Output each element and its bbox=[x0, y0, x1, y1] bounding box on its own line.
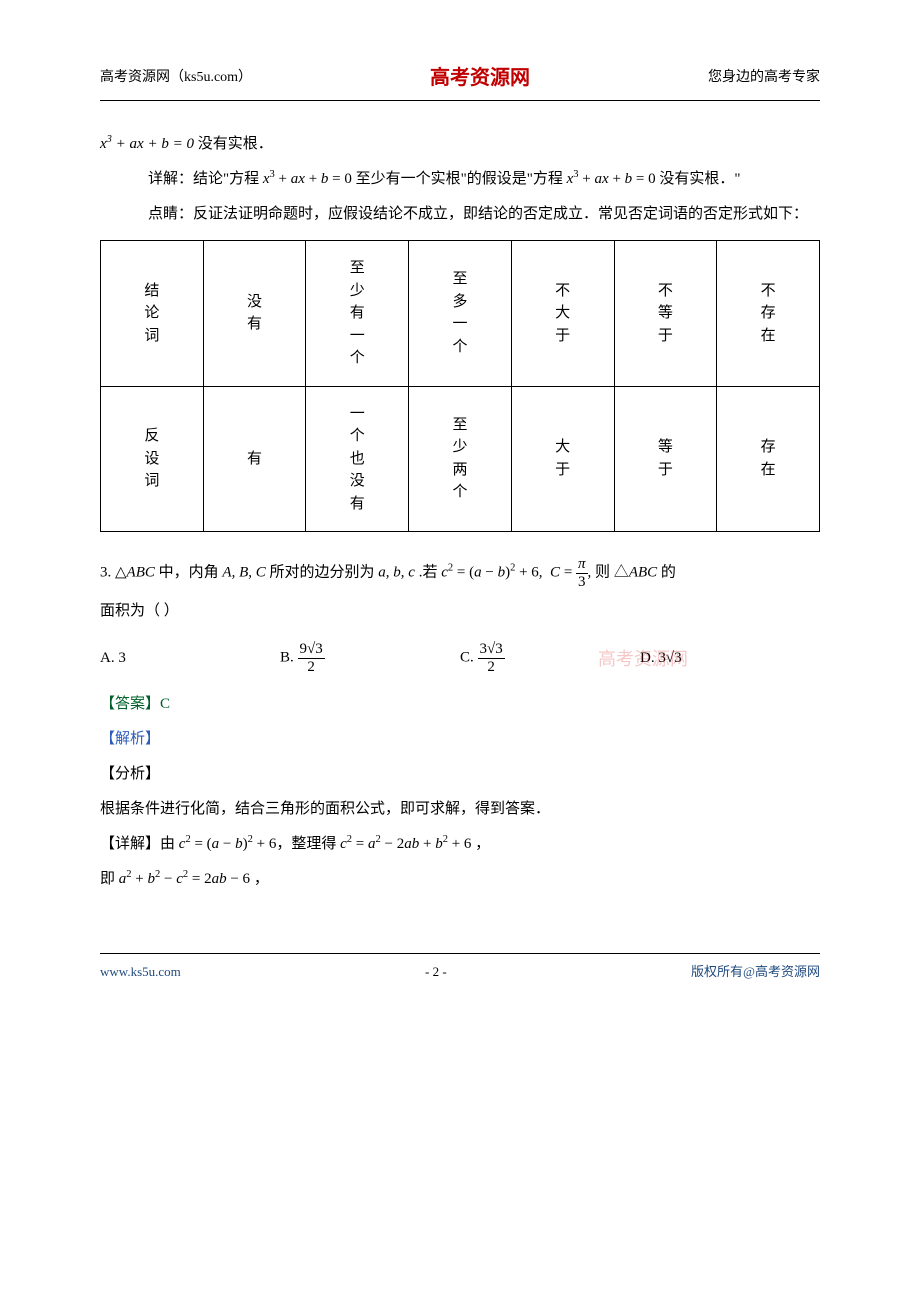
negation-table: 结论词 没有 至少有一个 至多一个 不大于 不等于 不存在 反设词 有 一个也没… bbox=[100, 240, 820, 532]
page-number: - 2 - bbox=[181, 960, 691, 983]
text: 详解：结论"方程 bbox=[148, 171, 263, 187]
question-3: 3. △ABC 中，内角 A, B, C 所对的边分别为 a, b, c .若 … bbox=[100, 556, 820, 893]
cell: 至少有一个 bbox=[306, 241, 409, 387]
cell: 至多一个 bbox=[409, 241, 512, 387]
cell: 没有 bbox=[203, 241, 306, 387]
detail-line2: 即 a2 + b2 − c2 = 2ab − 6 ， bbox=[100, 866, 820, 893]
table-row: 反设词 有 一个也没有 至少两个 大于 等于 存在 bbox=[101, 386, 820, 532]
header-center: 高考资源网 bbox=[430, 60, 530, 96]
page-footer: www.ks5u.com - 2 - 版权所有@高考资源网 bbox=[100, 953, 820, 983]
cell: 存在 bbox=[717, 386, 820, 532]
cell: 有 bbox=[203, 386, 306, 532]
text: 至少有一个实根"的假设是"方程 bbox=[352, 171, 567, 187]
q3-stem: 3. △ABC 中，内角 A, B, C 所对的边分别为 a, b, c .若 … bbox=[100, 556, 820, 590]
header-left: 高考资源网（ks5u.com） bbox=[100, 65, 252, 90]
cell: 不等于 bbox=[614, 241, 717, 387]
option-c: C. 3√32 bbox=[460, 641, 640, 675]
fenxi-label: 【分析】 bbox=[100, 761, 820, 788]
table-row: 结论词 没有 至少有一个 至多一个 不大于 不等于 不存在 bbox=[101, 241, 820, 387]
analysis-label: 【解析】 bbox=[100, 726, 820, 753]
cell: 结论词 bbox=[101, 241, 204, 387]
cell: 不存在 bbox=[717, 241, 820, 387]
header-right: 您身边的高考专家 bbox=[708, 65, 820, 90]
cell: 至少两个 bbox=[409, 386, 512, 532]
option-d: 高考资源网 D. 3√3 bbox=[640, 645, 820, 672]
q3-options: A. 3 B. 9√32 C. 3√32 高考资源网 D. 3√3 bbox=[100, 641, 820, 675]
text: 没有实根．" bbox=[656, 171, 741, 187]
option-a: A. 3 bbox=[100, 645, 280, 672]
q3-stem-line2: 面积为（ ） bbox=[100, 598, 820, 625]
fenxi-text: 根据条件进行化简，结合三角形的面积公式，即可求解，得到答案． bbox=[100, 796, 820, 823]
page-header: 高考资源网（ks5u.com） 高考资源网 您身边的高考专家 bbox=[100, 60, 820, 101]
continuation-line: x3 + ax + b = 0 没有实根． bbox=[100, 131, 820, 158]
footer-right: 版权所有@高考资源网 bbox=[691, 960, 820, 983]
cell: 大于 bbox=[511, 386, 614, 532]
option-b: B. 9√32 bbox=[280, 641, 460, 675]
cell: 不大于 bbox=[511, 241, 614, 387]
detail-explain: 详解：结论"方程 x3 + ax + b = 0 至少有一个实根"的假设是"方程… bbox=[148, 166, 820, 193]
cell: 一个也没有 bbox=[306, 386, 409, 532]
answer: 【答案】C bbox=[100, 691, 820, 718]
cell: 等于 bbox=[614, 386, 717, 532]
footer-left: www.ks5u.com bbox=[100, 960, 181, 983]
dianjing: 点睛：反证法证明命题时，应假设结论不成立，即结论的否定成立．常见否定词语的否定形… bbox=[148, 201, 820, 228]
cell: 反设词 bbox=[101, 386, 204, 532]
detail-line1: 【详解】由 c2 = (a − b)2 + 6，整理得 c2 = a2 − 2a… bbox=[100, 831, 820, 858]
